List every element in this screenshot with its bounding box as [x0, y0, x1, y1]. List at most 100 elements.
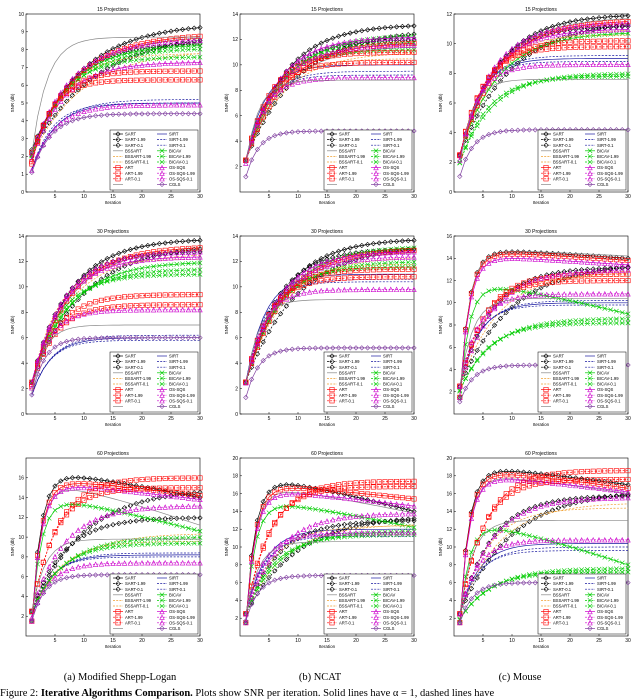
- data-point: [550, 274, 556, 280]
- data-point: [399, 516, 406, 523]
- legend-label: OS-SQS-0.1: [597, 398, 621, 403]
- data-point: [596, 468, 602, 474]
- data-point: [75, 527, 81, 533]
- legend-label: BICAV: [383, 370, 395, 375]
- data-point: [295, 69, 301, 75]
- data-point: [365, 50, 371, 56]
- data-point: [145, 47, 151, 53]
- data-point: [197, 77, 203, 83]
- data-point: [179, 515, 186, 521]
- legend-label: BSSART-0.1: [125, 382, 149, 387]
- data-point: [520, 522, 527, 529]
- y-tick-label: 6: [449, 101, 452, 107]
- data-point: [46, 115, 52, 122]
- legend-label: BSSART-0.1: [553, 604, 577, 609]
- data-point: [133, 486, 139, 492]
- legend-marker: [115, 131, 121, 137]
- x-tick-label: 10: [295, 194, 301, 200]
- y-axis-label: SNR (db): [10, 315, 15, 334]
- legend-marker: [543, 387, 549, 393]
- series-line: [245, 484, 415, 623]
- data-point: [567, 501, 573, 507]
- x-tick-label: 25: [596, 194, 602, 200]
- data-point: [179, 238, 186, 244]
- data-point: [58, 322, 64, 328]
- series-line: [459, 73, 629, 163]
- legend-box: [323, 573, 413, 635]
- data-point: [526, 40, 533, 46]
- data-point: [191, 37, 197, 44]
- series-line: [245, 541, 414, 614]
- data-point: [347, 60, 353, 66]
- data-point: [584, 72, 590, 78]
- data-point: [480, 591, 486, 596]
- legend-marker: [329, 586, 335, 592]
- data-point: [359, 60, 365, 66]
- data-point: [521, 47, 527, 53]
- data-point: [596, 316, 602, 322]
- data-point: [180, 475, 186, 481]
- legend-box: [323, 351, 413, 413]
- legend-marker: [587, 392, 593, 398]
- data-point: [382, 345, 388, 351]
- data-point: [573, 497, 579, 503]
- series-BSSART-1.99: [31, 533, 201, 612]
- data-point: [515, 575, 521, 581]
- data-point: [139, 335, 145, 341]
- data-point: [584, 321, 590, 326]
- data-point: [63, 546, 70, 552]
- legend-marker: [587, 148, 593, 154]
- data-point: [405, 23, 411, 29]
- data-point: [468, 314, 474, 319]
- data-point: [150, 504, 157, 511]
- legend-label: BSSART-1.99: [553, 376, 580, 381]
- x-tick-label: 5: [268, 416, 271, 422]
- data-point: [555, 291, 562, 297]
- data-point: [191, 485, 197, 491]
- data-point: [353, 496, 359, 502]
- data-point: [457, 383, 463, 389]
- data-point: [382, 484, 388, 490]
- data-point: [590, 291, 596, 297]
- data-point: [243, 619, 249, 626]
- x-axis-label: Iteration: [319, 422, 336, 427]
- data-point: [116, 307, 122, 313]
- data-point: [145, 490, 151, 496]
- data-point: [174, 515, 180, 521]
- data-point: [185, 37, 192, 44]
- legend-label: SIRT: [597, 132, 607, 137]
- data-point: [180, 77, 186, 83]
- data-point: [538, 285, 544, 291]
- data-point: [272, 560, 278, 566]
- data-point: [596, 32, 602, 38]
- legend-label: SIRT-0.1: [383, 365, 400, 370]
- data-point: [81, 492, 87, 498]
- data-point: [63, 575, 70, 581]
- data-point: [341, 268, 347, 274]
- data-point: [312, 279, 318, 285]
- y-tick-label: 12: [446, 12, 452, 18]
- data-point: [266, 510, 272, 516]
- data-point: [359, 480, 365, 486]
- data-point: [370, 516, 376, 522]
- data-point: [145, 517, 151, 523]
- data-point: [567, 61, 573, 68]
- data-point: [521, 52, 527, 58]
- legend-label: BICAV-1.99: [169, 376, 191, 381]
- data-point: [81, 303, 87, 309]
- data-point: [87, 524, 93, 530]
- data-point: [573, 39, 579, 45]
- data-point: [295, 504, 301, 510]
- legend-label: ART: [339, 387, 348, 392]
- data-point: [602, 478, 608, 485]
- data-point: [561, 25, 567, 31]
- y-tick-label: 2: [235, 386, 238, 392]
- legend-marker: [373, 597, 379, 603]
- data-point: [462, 363, 469, 370]
- legend-marker: [543, 398, 549, 404]
- data-point: [145, 48, 151, 54]
- legend-label: BICAV-0.1: [383, 382, 403, 387]
- y-tick-label: 2: [235, 616, 238, 622]
- legend-marker: [329, 580, 335, 587]
